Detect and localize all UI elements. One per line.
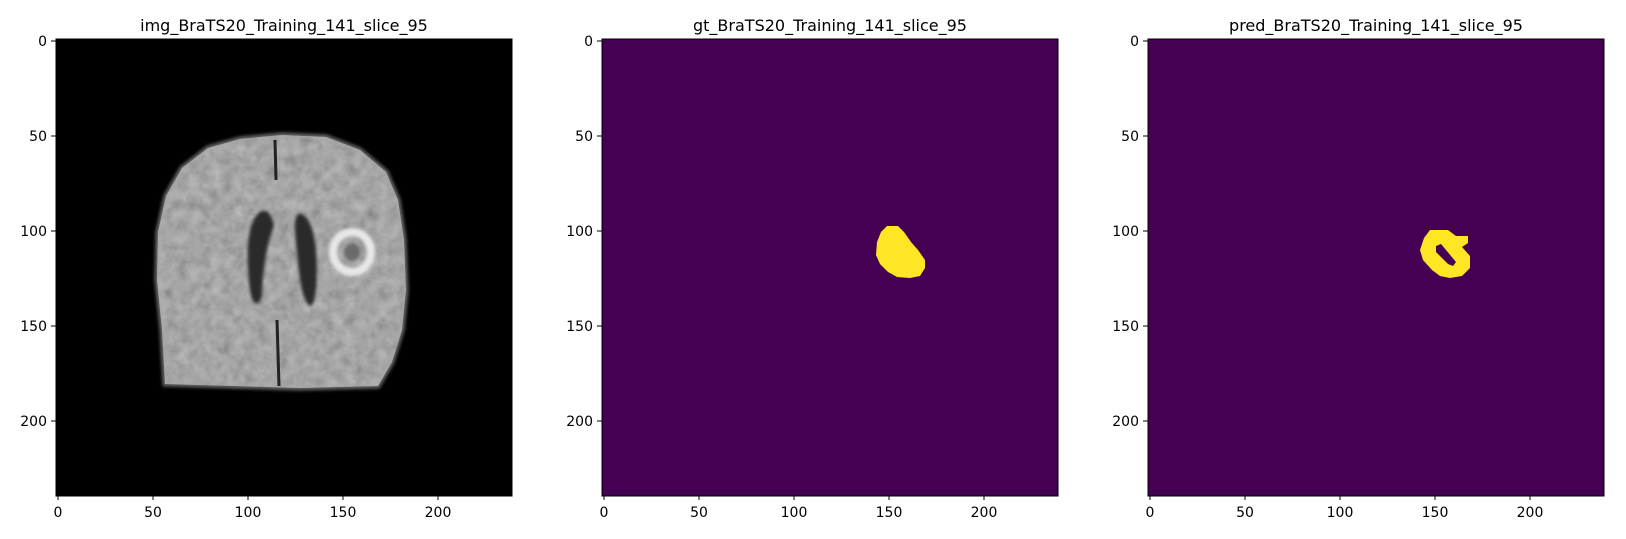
panel-img-title: img_BraTS20_Training_141_slice_95 [140,16,428,36]
panel-gt-canvas [602,39,1058,496]
x-tick-label: 150 [330,505,357,521]
x-tick-label: 200 [971,505,998,521]
panel-img: img_BraTS20_Training_141_slice_95 0 50 100… [20,16,513,521]
x-tick-label: 200 [1517,505,1544,521]
panel-gt-x-axis: 0 50 100 150 200 [600,495,998,521]
x-tick-label: 0 [600,505,609,521]
x-tick-label: 100 [235,505,262,521]
panel-img-x-axis: 0 50 100 150 200 [54,495,452,521]
x-tick-label: 50 [690,505,708,521]
x-tick-label: 100 [781,505,808,521]
y-tick-label: 0 [584,34,593,50]
midline-fissure [273,139,281,387]
brain-slice-image [154,132,409,391]
panel-pred-x-axis: 0 50 100 150 200 [1146,495,1544,521]
x-tick-label: 0 [54,505,63,521]
panel-gt-frame [601,38,1059,497]
panel-pred-title: pred_BraTS20_Training_141_slice_95 [1229,16,1523,36]
y-tick-label: 100 [566,224,593,240]
panel-gt-y-axis: 0 50 100 150 200 [566,34,602,430]
left-ventricle [247,210,274,304]
y-tick-label: 50 [575,129,593,145]
y-tick-label: 150 [566,319,593,335]
y-tick-label: 0 [1130,34,1139,50]
tumour-ring [329,228,375,276]
y-tick-label: 150 [1112,319,1139,335]
x-tick-label: 100 [1327,505,1354,521]
y-tick-label: 150 [20,319,47,335]
x-tick-label: 0 [1146,505,1155,521]
panel-gt: gt_BraTS20_Training_141_slice_95 0 50 100 1… [566,16,1059,521]
x-tick-label: 200 [425,505,452,521]
panel-pred-y-axis: 0 50 100 150 200 [1112,34,1148,430]
pred-tumour-mask [1420,230,1470,278]
y-tick-label: 100 [20,224,47,240]
x-tick-label: 50 [144,505,162,521]
y-tick-label: 50 [29,129,47,145]
panel-gt-title: gt_BraTS20_Training_141_slice_95 [693,16,967,36]
gt-tumour-mask [876,226,925,278]
y-tick-label: 0 [38,34,47,50]
y-tick-label: 200 [20,414,47,430]
x-tick-label: 50 [1236,505,1254,521]
panel-pred-canvas [1148,39,1604,496]
x-tick-label: 150 [876,505,903,521]
y-tick-label: 50 [1121,129,1139,145]
x-tick-label: 150 [1422,505,1449,521]
y-tick-label: 200 [1112,414,1139,430]
y-tick-label: 200 [566,414,593,430]
y-tick-label: 100 [1112,224,1139,240]
panel-pred-frame [1147,38,1605,497]
panel-img-y-axis: 0 50 100 150 200 [20,34,56,430]
panel-img-frame [55,38,513,497]
panel-pred: pred_BraTS20_Training_141_slice_95 0 50 10… [1112,16,1605,521]
right-ventricle [294,213,317,306]
